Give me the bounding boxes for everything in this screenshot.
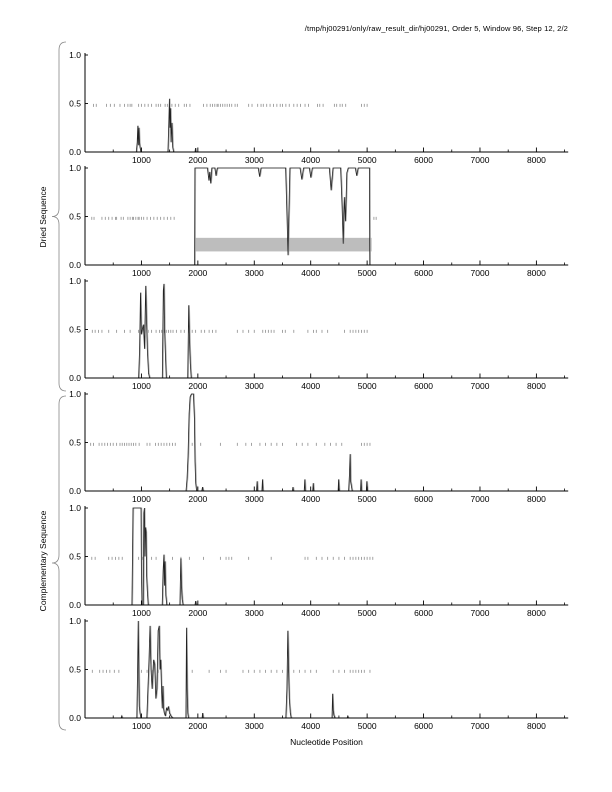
- x-tick-label: 8000: [527, 608, 546, 618]
- curve: [85, 393, 568, 492]
- curve-shadow: [85, 393, 569, 492]
- y-tick-label: 0.5: [69, 438, 81, 448]
- y-tick-label: 1.0: [69, 276, 81, 286]
- x-tick-label: 8000: [527, 721, 546, 731]
- x-tick-label: 7000: [471, 494, 490, 504]
- y-tick-label: 0.5: [69, 325, 81, 335]
- x-tick-label: 3000: [245, 381, 264, 391]
- x-tick-label: 4000: [301, 494, 320, 504]
- y-tick-label: 1.0: [69, 616, 81, 626]
- x-tick-label: 6000: [414, 494, 433, 504]
- x-tick-label: 6000: [414, 721, 433, 731]
- curve: [85, 98, 568, 153]
- x-tick-label: 3000: [245, 494, 264, 504]
- x-tick-label: 7000: [471, 721, 490, 731]
- subplot-2: 1000 2000 3000 4000 5000 6000 7000 8000 1.0 0.5 0.…: [69, 163, 569, 278]
- y-tick-label: 1.0: [69, 389, 81, 399]
- x-tick-label: 7000: [471, 155, 490, 165]
- x-tick-label: 8000: [527, 494, 546, 504]
- x-tick-label: 8000: [527, 268, 546, 278]
- x-tick-label: 3000: [245, 721, 264, 731]
- x-tick-label: 6000: [414, 381, 433, 391]
- x-tick-label: 2000: [188, 268, 207, 278]
- x-tick-label: 2000: [188, 155, 207, 165]
- x-tick-label: 3000: [245, 268, 264, 278]
- x-tick-label: 7000: [471, 268, 490, 278]
- x-axis-label: Nucleotide Position: [290, 737, 363, 747]
- x-tick-label: 1000: [132, 608, 151, 618]
- x-tick-label: 4000: [301, 721, 320, 731]
- dried-sequence-brace: [51, 41, 67, 392]
- y-tick-label: 0.5: [69, 665, 81, 675]
- subplot-4: 1000 2000 3000 4000 5000 6000 7000 8000 1.0 0.5 0.…: [69, 389, 569, 504]
- subplot-6: 1000 2000 3000 4000 5000 6000 7000 8000 1.0 0.5 0.…: [69, 616, 569, 731]
- x-tick-label: 5000: [358, 608, 377, 618]
- x-tick-label: 5000: [358, 268, 377, 278]
- y-tick-label: 0.0: [69, 373, 81, 383]
- x-tick-label: 2000: [188, 494, 207, 504]
- x-tick-label: 5000: [358, 381, 377, 391]
- x-tick-label: 1000: [132, 494, 151, 504]
- x-tick-label: 4000: [301, 381, 320, 391]
- x-tick-label: 2000: [188, 608, 207, 618]
- x-tick-label: 5000: [358, 721, 377, 731]
- shaded-region: [195, 237, 372, 252]
- y-tick-label: 0.0: [69, 260, 81, 270]
- x-tick-label: 1000: [132, 268, 151, 278]
- complementary-sequence-brace: [51, 395, 67, 731]
- y-tick-label: 0.0: [69, 600, 81, 610]
- x-tick-label: 8000: [527, 381, 546, 391]
- subplot-1: 1000 2000 3000 4000 5000 6000 7000 8000 1.0 0.5 0.…: [69, 50, 569, 165]
- x-tick-label: 2000: [188, 721, 207, 731]
- x-tick-label: 4000: [301, 608, 320, 618]
- x-tick-label: 2000: [188, 381, 207, 391]
- curve-shadow: [85, 167, 569, 266]
- y-tick-label: 0.0: [69, 713, 81, 723]
- x-tick-label: 4000: [301, 268, 320, 278]
- y-tick-label: 0.5: [69, 212, 81, 222]
- y-tick-label: 1.0: [69, 163, 81, 173]
- y-tick-label: 0.0: [69, 147, 81, 157]
- curve: [85, 167, 568, 266]
- x-tick-label: 1000: [132, 155, 151, 165]
- curve: [85, 283, 568, 379]
- curve-shadow: [85, 507, 569, 606]
- y-tick-label: 0.5: [69, 99, 81, 109]
- subplot-3: 1000 2000 3000 4000 5000 6000 7000 8000 1.0 0.5 0.…: [69, 276, 569, 391]
- x-tick-label: 3000: [245, 608, 264, 618]
- y-tick-label: 1.0: [69, 503, 81, 513]
- x-tick-label: 8000: [527, 155, 546, 165]
- x-tick-label: 5000: [358, 494, 377, 504]
- curve: [85, 620, 568, 719]
- x-tick-label: 7000: [471, 608, 490, 618]
- x-tick-label: 7000: [471, 381, 490, 391]
- x-tick-label: 1000: [132, 381, 151, 391]
- x-tick-label: 3000: [245, 155, 264, 165]
- x-tick-label: 1000: [132, 721, 151, 731]
- x-tick-label: 6000: [414, 608, 433, 618]
- x-tick-label: 4000: [301, 155, 320, 165]
- y-tick-label: 0.5: [69, 552, 81, 562]
- curve: [85, 507, 568, 606]
- subplot-5: 1000 2000 3000 4000 5000 6000 7000 8000 1.0 0.5 0.…: [69, 503, 569, 618]
- y-tick-label: 0.0: [69, 486, 81, 496]
- x-tick-label: 6000: [414, 268, 433, 278]
- x-tick-label: 6000: [414, 155, 433, 165]
- plot-title: /tmp/hj00291/only/raw_result_dir/hj00291…: [304, 24, 568, 33]
- x-tick-label: 5000: [358, 155, 377, 165]
- y-tick-label: 1.0: [69, 50, 81, 60]
